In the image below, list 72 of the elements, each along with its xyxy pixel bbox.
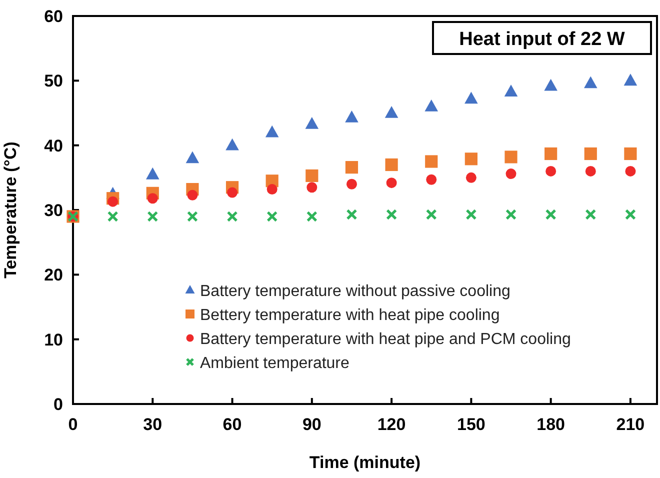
point — [386, 178, 397, 188]
point — [386, 209, 398, 220]
point — [306, 210, 318, 222]
point — [545, 209, 556, 220]
point — [346, 178, 357, 190]
point — [187, 190, 198, 200]
point — [186, 210, 198, 222]
point — [585, 209, 596, 220]
y-tick-label: 60 — [44, 7, 63, 26]
point — [584, 147, 597, 160]
point — [265, 125, 279, 138]
y-axis-title: Temperature (°C) — [1, 142, 20, 278]
point — [226, 210, 238, 222]
point — [504, 150, 518, 164]
point — [624, 147, 637, 160]
point — [425, 155, 438, 168]
point — [504, 84, 518, 97]
point — [226, 138, 239, 150]
point — [426, 209, 437, 220]
point — [546, 166, 556, 176]
point — [266, 210, 278, 222]
y-tick-label: 20 — [44, 266, 63, 285]
point — [345, 110, 358, 122]
y-tick-label: 10 — [44, 330, 63, 350]
x-tick-label: 210 — [616, 415, 645, 434]
x-axis-title: Time (minute) — [309, 453, 421, 472]
point — [625, 166, 636, 176]
x-tick-label: 150 — [456, 415, 486, 434]
point — [384, 106, 398, 118]
point — [346, 209, 358, 220]
point — [107, 210, 118, 222]
point — [424, 100, 438, 112]
legend-label: Battery temperature with heat pipe and PCM cooling — [200, 331, 571, 348]
point — [108, 196, 118, 207]
annotation: Heat input of 22 W — [459, 29, 625, 50]
point — [147, 210, 158, 222]
point — [147, 193, 158, 204]
x-tick-label: 120 — [377, 415, 406, 434]
point — [305, 116, 319, 129]
x-tick-label: 90 — [302, 415, 322, 434]
point — [464, 152, 478, 166]
point — [624, 74, 638, 86]
point — [266, 184, 278, 195]
x-tick-label: 30 — [143, 415, 162, 434]
point — [227, 187, 238, 198]
legend-label: Ambient temperature — [200, 355, 350, 372]
x-tick-label: 0 — [68, 415, 78, 434]
y-tick-label: 0 — [54, 395, 63, 414]
point — [506, 209, 516, 220]
point — [466, 172, 476, 183]
x-tick-label: 60 — [222, 415, 242, 434]
point — [186, 151, 200, 164]
point — [306, 182, 318, 193]
point — [146, 167, 160, 180]
point — [306, 169, 318, 182]
x-tick-label: 180 — [536, 415, 566, 434]
legend-label: Battery temperature without passive cooling — [200, 283, 510, 300]
point — [426, 174, 437, 185]
point — [584, 76, 598, 88]
point — [544, 78, 558, 91]
y-tick-label: 40 — [44, 136, 63, 156]
point — [385, 158, 398, 172]
point — [544, 147, 558, 160]
point — [624, 209, 636, 220]
point — [345, 161, 358, 174]
point — [585, 166, 596, 176]
point — [466, 209, 477, 220]
point — [506, 168, 516, 180]
legend-label: Bettery temperature with heat pipe cooling — [200, 307, 500, 324]
y-tick-label: 50 — [44, 72, 63, 91]
point — [464, 92, 478, 104]
y-tick-label: 30 — [44, 201, 63, 220]
